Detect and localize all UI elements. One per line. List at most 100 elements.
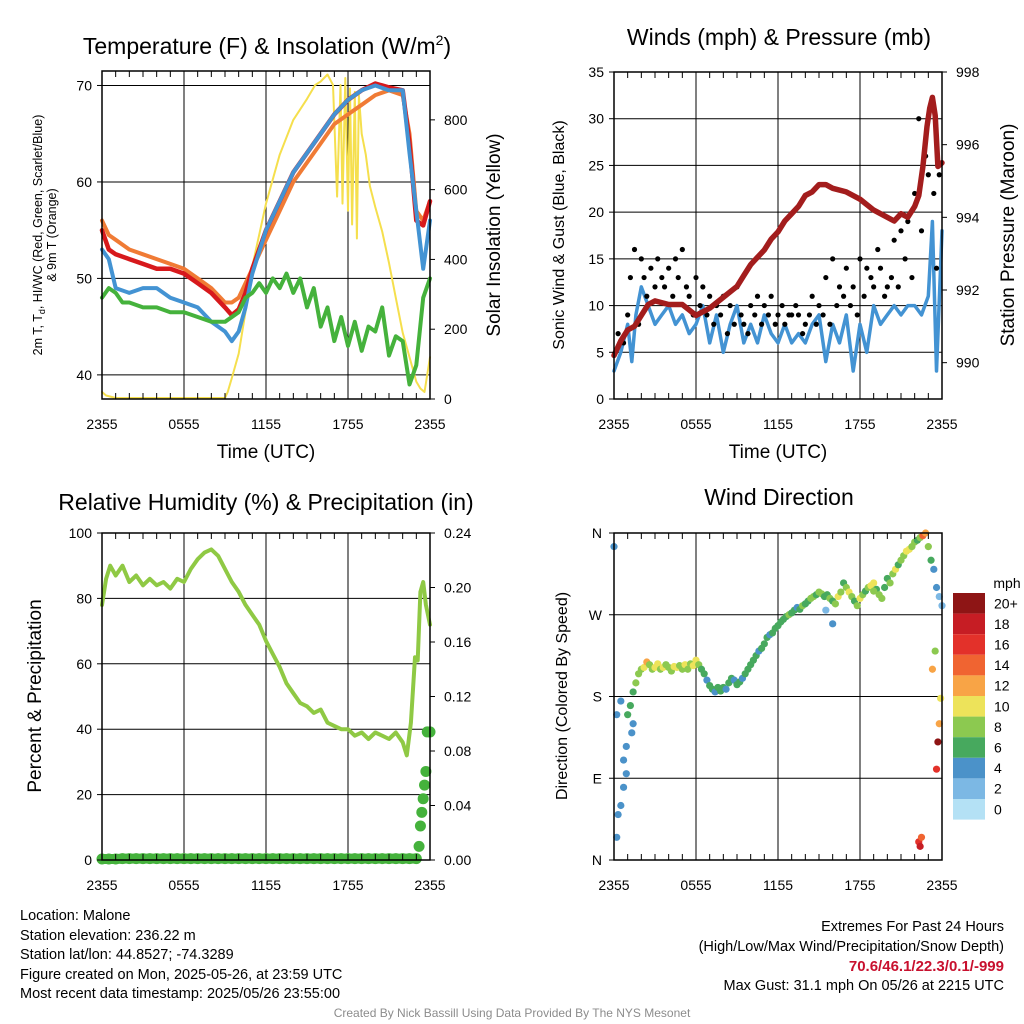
x-tick-label: 2355 [86, 877, 117, 893]
gust-point [912, 190, 918, 197]
temperature-xlabel: Time (UTC) [217, 442, 316, 463]
direction-point [881, 583, 889, 592]
gust-point [916, 116, 922, 122]
gust-point [800, 331, 806, 337]
direction-panel: Wind Direction 2355 0555 1155 1755 2355 N E S W N… [554, 484, 1021, 893]
direction-title: Wind Direction [704, 484, 854, 510]
gust-point [752, 312, 758, 318]
legend-label: 18 [994, 616, 1010, 632]
direction-point [617, 801, 625, 810]
direction-point [703, 676, 711, 684]
precip-point [417, 793, 429, 805]
gust-point [741, 321, 747, 327]
gust-point [775, 312, 781, 318]
legend-label: 10 [994, 698, 1010, 714]
gust-point [627, 274, 634, 281]
direction-tick-label: N [592, 852, 602, 868]
y-tick-label: 35 [588, 64, 604, 80]
gust-point [707, 293, 713, 299]
elevation-text: Station elevation: 236.22 m [20, 927, 196, 944]
direction-tick-label: N [592, 525, 602, 541]
gust-point [902, 256, 908, 262]
y2-tick-label: 400 [444, 251, 468, 267]
direction-point [878, 594, 886, 603]
gust-point [731, 321, 737, 327]
extremes-info: Extremes For Past 24 Hours (High/Low/Max… [699, 918, 1004, 996]
gust-point [931, 190, 937, 197]
gust-point [641, 274, 647, 281]
legend-swatch [953, 737, 985, 758]
x-tick-label: 1155 [763, 416, 793, 432]
gust-point [854, 312, 860, 318]
x-tick-label: 2355 [86, 416, 117, 432]
gust-point [806, 312, 813, 318]
gust-point [925, 172, 931, 178]
y-tick-label: 40 [76, 721, 92, 737]
gust-point [718, 312, 724, 318]
direction-point [622, 742, 630, 751]
direction-point [822, 606, 830, 614]
legend-label: 0 [994, 801, 1002, 817]
max-gust-text: Max Gust: 31.1 mph On 05/26 at 2215 UTC [723, 977, 1004, 994]
gust-point [765, 312, 772, 318]
gust-point [793, 302, 799, 309]
gust-point [877, 265, 884, 271]
winds-title: Winds (mph) & Pressure (mb) [627, 24, 931, 50]
direction-point [937, 694, 945, 702]
x-tick-label: 1155 [251, 877, 281, 893]
precip-point [420, 765, 432, 777]
precip-point [416, 806, 428, 818]
gust-point [615, 331, 621, 337]
gust-point [648, 265, 654, 271]
gust-point [871, 284, 877, 290]
x-tick-label: 0555 [680, 877, 711, 893]
direction-point [886, 579, 894, 587]
legend-swatch [953, 716, 985, 738]
y2-tick-label: 0.08 [444, 743, 471, 759]
gust-point [933, 265, 940, 271]
direction-point [870, 587, 878, 595]
humidity-title: Relative Humidity (%) & Precipitation (i… [58, 489, 473, 515]
gust-point [693, 274, 699, 281]
pressure-line [611, 94, 945, 359]
humidity-panel: Relative Humidity (%) & Precipitation (i… [25, 489, 474, 893]
extremes-title: Extremes For Past 24 Hours [821, 919, 1004, 935]
gust-point [857, 256, 863, 262]
direction-point [924, 543, 932, 551]
x-tick-label: 1155 [763, 877, 793, 893]
direction-point [622, 770, 630, 778]
gust-point [823, 274, 829, 281]
legend-label: 8 [994, 719, 1002, 735]
x-tick-label: 1755 [844, 877, 875, 893]
direction-point [927, 556, 935, 564]
pressure-y2label: Station Pressure (Maroon) [998, 124, 1019, 347]
gust-point [836, 284, 843, 290]
direction-point [654, 660, 662, 668]
y2-tick-label: 0.16 [444, 634, 471, 650]
y-tick-label: 20 [588, 204, 604, 220]
meteogram-figure: Temperature (F) & Insolation (W/m2) 2355… [25, 24, 1021, 893]
extremes-values: 70.6/46.1/22.3/0.1/-999 [848, 958, 1004, 975]
x-tick-label: 1755 [844, 416, 875, 432]
x-tick-label: 2355 [926, 877, 957, 893]
blue-series-line [100, 83, 432, 344]
gust-point [882, 293, 888, 299]
y-tick-label: 0 [84, 852, 92, 868]
y-tick-label: 60 [76, 174, 92, 190]
gust-point [802, 321, 808, 327]
legend-label: 14 [994, 657, 1010, 673]
station-info: Location: Malone Station elevation: 236.… [20, 907, 342, 1005]
y-tick-label: 15 [588, 251, 604, 267]
y2-tick-label: 998 [956, 64, 980, 80]
humidity-ylabel: Percent & Precipitation [25, 599, 46, 792]
x-tick-label: 0555 [680, 416, 711, 432]
x-tick-label: 0555 [168, 877, 199, 893]
gust-point [768, 293, 774, 299]
legend-swatch [953, 778, 985, 799]
x-tick-label: 1155 [251, 416, 281, 432]
direction-point [619, 756, 628, 764]
gust-point [745, 331, 751, 337]
direction-ylabel: Direction (Colored By Speed) [554, 592, 571, 800]
direction-point [614, 810, 622, 819]
y-tick-label: 20 [76, 787, 92, 803]
